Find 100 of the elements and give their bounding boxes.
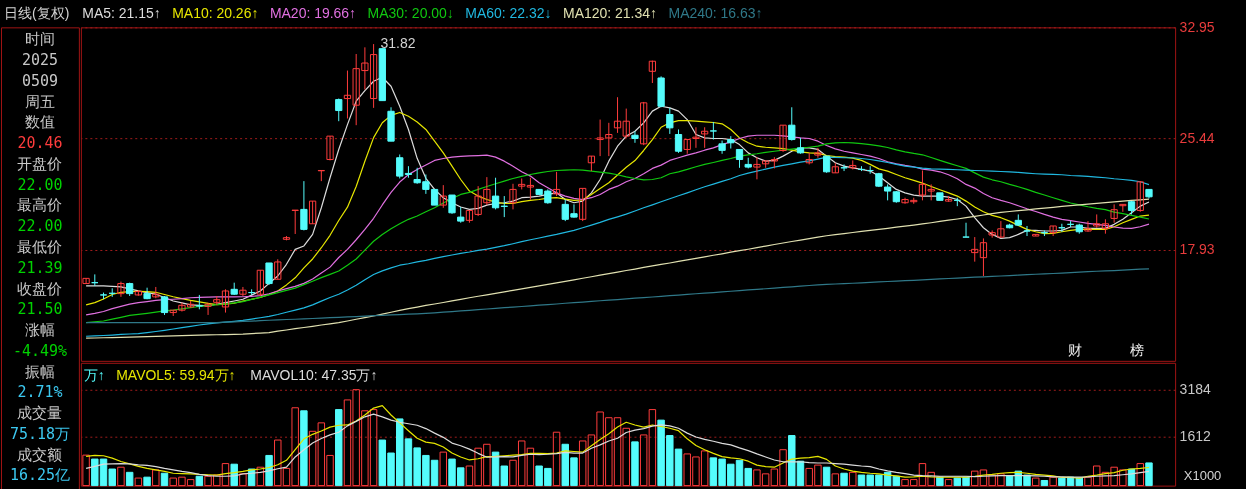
candlestick bbox=[265, 262, 273, 286]
candlestick bbox=[779, 124, 787, 153]
bar bbox=[552, 431, 561, 487]
candlestick bbox=[1110, 203, 1118, 224]
bar bbox=[1032, 477, 1040, 487]
text: 20.46 bbox=[17, 134, 63, 153]
candlestick bbox=[274, 258, 282, 280]
bar bbox=[134, 477, 143, 487]
candlestick bbox=[579, 187, 587, 222]
text: 成交额 bbox=[17, 445, 63, 464]
annotation: 31.82 bbox=[380, 35, 416, 52]
chart-title: 日线(复权) bbox=[3, 5, 70, 22]
candlestick bbox=[1023, 225, 1031, 237]
y-tick-label: 32.95 bbox=[1179, 18, 1215, 35]
bar bbox=[335, 409, 343, 487]
candlestick bbox=[291, 209, 299, 235]
text: MA5: 21.15↑ bbox=[82, 5, 161, 22]
line-series bbox=[85, 198, 1150, 339]
bar bbox=[265, 454, 273, 487]
candlestick bbox=[256, 269, 264, 297]
candlestick bbox=[439, 184, 447, 209]
y-tick-label: 17.93 bbox=[1179, 241, 1215, 258]
candlestick bbox=[674, 128, 683, 154]
bar bbox=[1040, 479, 1049, 487]
bar bbox=[300, 410, 308, 487]
candlestick bbox=[308, 200, 317, 225]
bar bbox=[256, 466, 265, 487]
candlestick bbox=[701, 126, 709, 149]
candlestick bbox=[526, 177, 535, 200]
candlestick bbox=[753, 156, 761, 180]
candlestick bbox=[448, 194, 456, 215]
bar bbox=[849, 471, 857, 487]
candlestick bbox=[631, 130, 639, 144]
candlestick bbox=[640, 101, 648, 146]
bar bbox=[631, 441, 639, 487]
text: MAVOL10: 47.35万↑ bbox=[250, 366, 378, 383]
text: 16.25亿 bbox=[9, 466, 70, 485]
annotation: 榜 bbox=[1130, 341, 1145, 358]
text: 21.50 bbox=[17, 300, 63, 319]
text: MAVOL5: 59.94万↑ bbox=[116, 366, 236, 383]
bar bbox=[944, 479, 953, 487]
candlestick bbox=[735, 148, 744, 169]
text: 时间 bbox=[24, 30, 55, 49]
bar bbox=[1136, 463, 1144, 487]
line-series bbox=[85, 111, 1150, 306]
candlestick bbox=[1101, 218, 1110, 235]
candlestick bbox=[683, 139, 691, 155]
candlestick bbox=[692, 126, 700, 149]
y-tick-label: 25.44 bbox=[1179, 130, 1215, 146]
bar bbox=[143, 476, 151, 487]
text: MA30: 20.00↓ bbox=[367, 5, 454, 22]
annotation: 财 bbox=[1068, 341, 1083, 358]
bar bbox=[117, 466, 125, 487]
bar bbox=[1049, 476, 1057, 487]
text: 数值 bbox=[24, 113, 55, 132]
text: 振幅 bbox=[24, 362, 55, 381]
candlestick bbox=[814, 147, 822, 159]
candlestick bbox=[300, 180, 308, 231]
text: MA60: 22.32↓ bbox=[465, 5, 552, 22]
candlestick bbox=[788, 106, 796, 142]
text: 最高价 bbox=[17, 196, 63, 215]
candlestick bbox=[82, 277, 90, 285]
bar bbox=[822, 466, 831, 487]
text: MA240: 16.63↑ bbox=[668, 5, 763, 22]
text: 周五 bbox=[24, 92, 55, 111]
bar bbox=[152, 469, 160, 487]
text: 2025 bbox=[21, 51, 58, 70]
text: -4.49% bbox=[12, 341, 67, 360]
candlestick bbox=[117, 281, 125, 298]
bar bbox=[1145, 462, 1153, 487]
candlestick bbox=[1084, 220, 1092, 233]
text: 75.18万 bbox=[9, 424, 70, 443]
y-tick-label: 3184 bbox=[1179, 381, 1211, 398]
candlestick bbox=[552, 171, 561, 197]
candlestick bbox=[1049, 225, 1057, 237]
text: 22.00 bbox=[17, 217, 63, 236]
text: 22.00 bbox=[17, 175, 63, 194]
text: 21.39 bbox=[17, 258, 63, 277]
bar bbox=[82, 454, 90, 487]
text: 2.71% bbox=[17, 383, 63, 402]
candlestick bbox=[204, 302, 212, 316]
bar bbox=[840, 472, 848, 487]
text: 最低价 bbox=[17, 237, 63, 256]
text: MA120: 21.34↑ bbox=[563, 5, 657, 22]
bar bbox=[195, 475, 204, 487]
candlestick bbox=[326, 135, 334, 161]
text: 开盘价 bbox=[17, 154, 63, 173]
candlestick bbox=[239, 286, 247, 297]
bar bbox=[439, 451, 448, 487]
candlestick bbox=[962, 222, 970, 238]
bar bbox=[239, 473, 247, 487]
text: 收盘价 bbox=[17, 279, 63, 298]
text: 万↑ bbox=[83, 366, 105, 383]
text: 0509 bbox=[21, 71, 58, 90]
candlestick bbox=[648, 60, 657, 84]
text: MA20: 19.66↑ bbox=[269, 5, 357, 22]
bar bbox=[160, 472, 169, 487]
bar bbox=[125, 471, 134, 487]
line-series bbox=[85, 268, 1150, 324]
candlestick bbox=[509, 183, 517, 210]
